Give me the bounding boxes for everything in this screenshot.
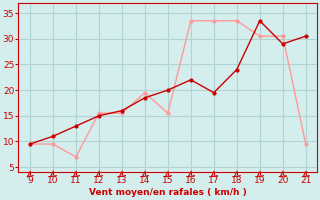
X-axis label: Vent moyen/en rafales ( km/h ): Vent moyen/en rafales ( km/h ) xyxy=(89,188,247,197)
